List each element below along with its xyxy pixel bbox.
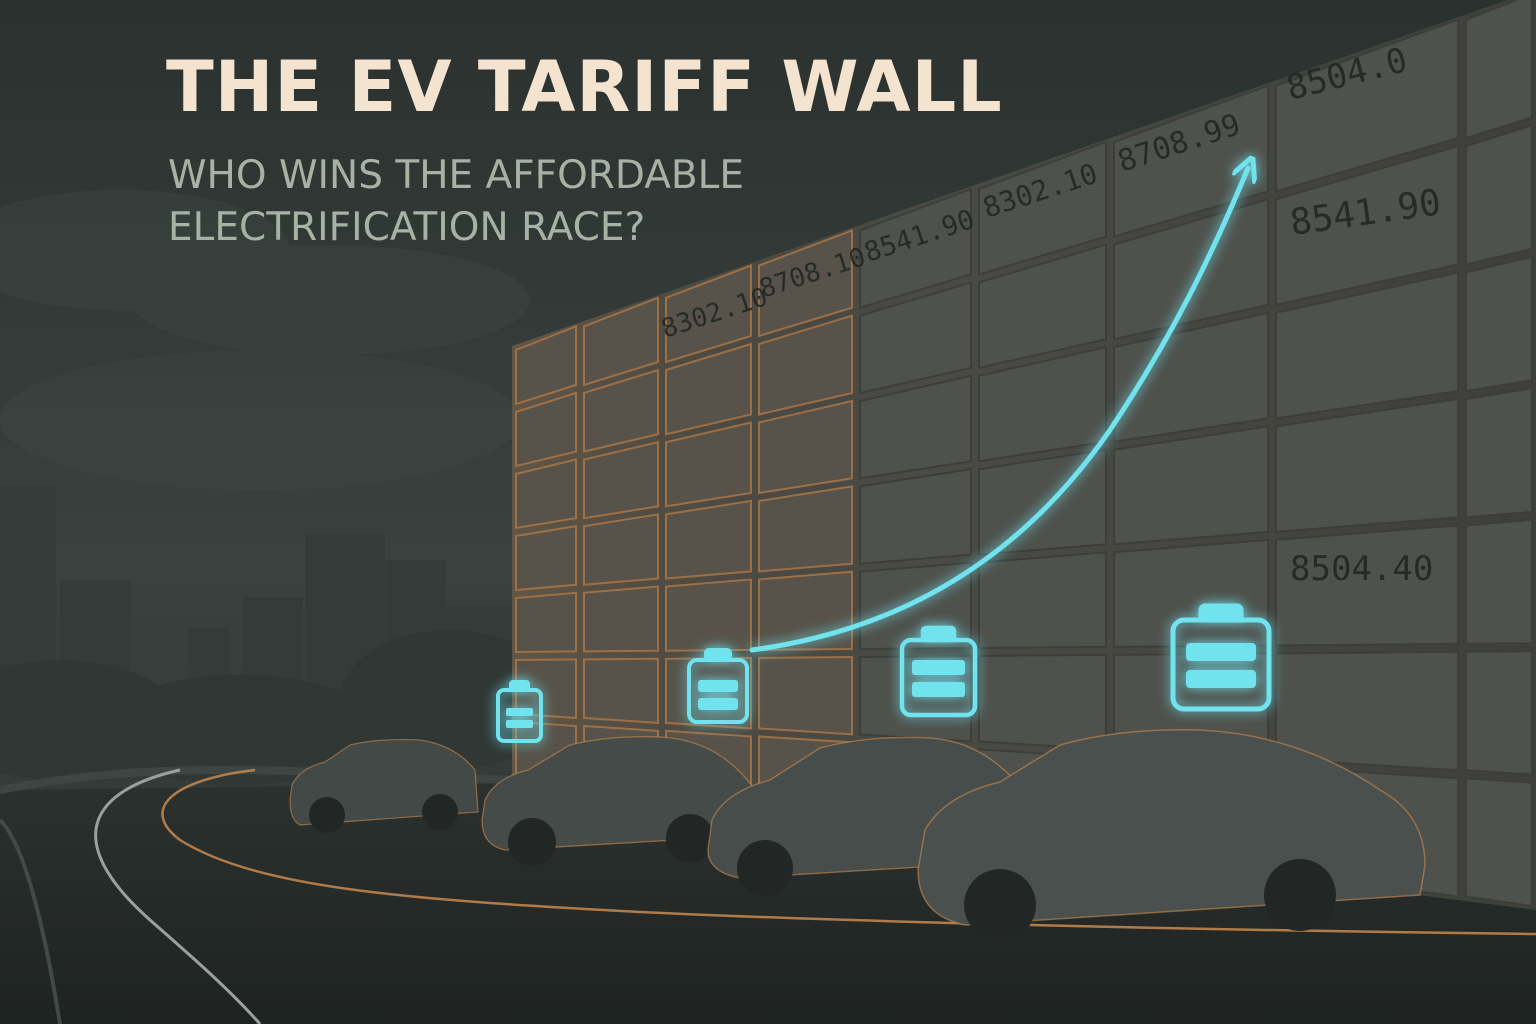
- battery-icon: [496, 680, 543, 743]
- wall-number: 8504.40: [1290, 549, 1433, 589]
- subtitle-line-1: WHO WINS THE AFFORDABLE: [168, 153, 745, 198]
- car-illustration: [481, 736, 761, 866]
- wall-panel: [1113, 84, 1269, 238]
- wall-panel: [1275, 18, 1459, 193]
- wall-panel: [583, 513, 659, 586]
- subtitle-line-2: ELECTRIFICATION RACE?: [168, 205, 646, 250]
- wall-panel: [758, 399, 853, 495]
- car-illustration: [917, 729, 1426, 941]
- wall-panel: [978, 243, 1107, 370]
- battery-icon: [687, 648, 749, 724]
- wall-panel: [665, 499, 752, 580]
- wall-panel: [515, 658, 577, 720]
- wall-panel: [978, 140, 1107, 276]
- wall-panel: [583, 296, 659, 387]
- wall-panel: [978, 448, 1107, 556]
- wall-panel: [1465, 0, 1533, 140]
- tariff-wall-grid: 8302.108708.108541.908302.108708.998504.…: [512, 0, 1536, 910]
- wall-panel: [859, 468, 972, 565]
- wall-panel: [515, 391, 577, 468]
- wall-panel: [583, 657, 659, 724]
- wall-panel: [758, 570, 853, 651]
- wall-panel: [859, 187, 972, 310]
- wall-panel: [859, 374, 972, 480]
- battery-icon: [1170, 603, 1272, 712]
- wall-panel: [665, 342, 752, 436]
- car-illustration: [289, 738, 479, 833]
- skyline-illustration: [0, 486, 560, 786]
- wall-panel: [1465, 650, 1533, 776]
- wall-panel: [1275, 144, 1459, 307]
- wall-panel: [758, 228, 853, 338]
- wall-panel: [859, 281, 972, 395]
- wall-panel: [515, 458, 577, 530]
- wall-panel: [1113, 197, 1269, 341]
- wall-panel: [583, 585, 659, 653]
- wall-panel: [1113, 311, 1269, 443]
- wall-panel: [1465, 387, 1533, 519]
- wall-panel: [758, 314, 853, 416]
- wall-panel: [1113, 425, 1269, 546]
- wall-panel: [1275, 524, 1459, 647]
- wall-panel: [1113, 538, 1269, 648]
- wall-panel: [515, 324, 577, 406]
- wall-panel: [665, 421, 752, 508]
- wall-panel: [978, 345, 1107, 463]
- wall-panel: [1275, 650, 1459, 772]
- wall-panel: [665, 264, 752, 364]
- wall-panel: [515, 525, 577, 592]
- wall-panel: [665, 656, 752, 730]
- wall-panel: [1275, 271, 1459, 420]
- wall-panel: [758, 485, 853, 573]
- wall-panel: [1465, 518, 1533, 645]
- wall-panel: [1275, 397, 1459, 533]
- rising-arrow-icon: [749, 168, 1248, 653]
- wall-panel: [583, 368, 659, 453]
- wall-panel: [859, 654, 972, 743]
- wall-panel: [978, 653, 1107, 751]
- wall-panel: [515, 591, 577, 654]
- wall-panel: [1465, 124, 1533, 266]
- page-title: THE EV TARIFF WALL: [166, 46, 1003, 128]
- haze-clouds: [0, 190, 530, 490]
- battery-icon: [899, 625, 978, 718]
- wall-panel: [758, 656, 853, 736]
- wall-panel: [665, 578, 752, 652]
- wall-panel: [1465, 777, 1533, 908]
- wall-panel: [583, 440, 659, 520]
- wall-panel: [978, 551, 1107, 650]
- subtitle: WHO WINS THE AFFORDABLE ELECTRIFICATION …: [168, 150, 744, 254]
- wall-panel: [1465, 255, 1533, 393]
